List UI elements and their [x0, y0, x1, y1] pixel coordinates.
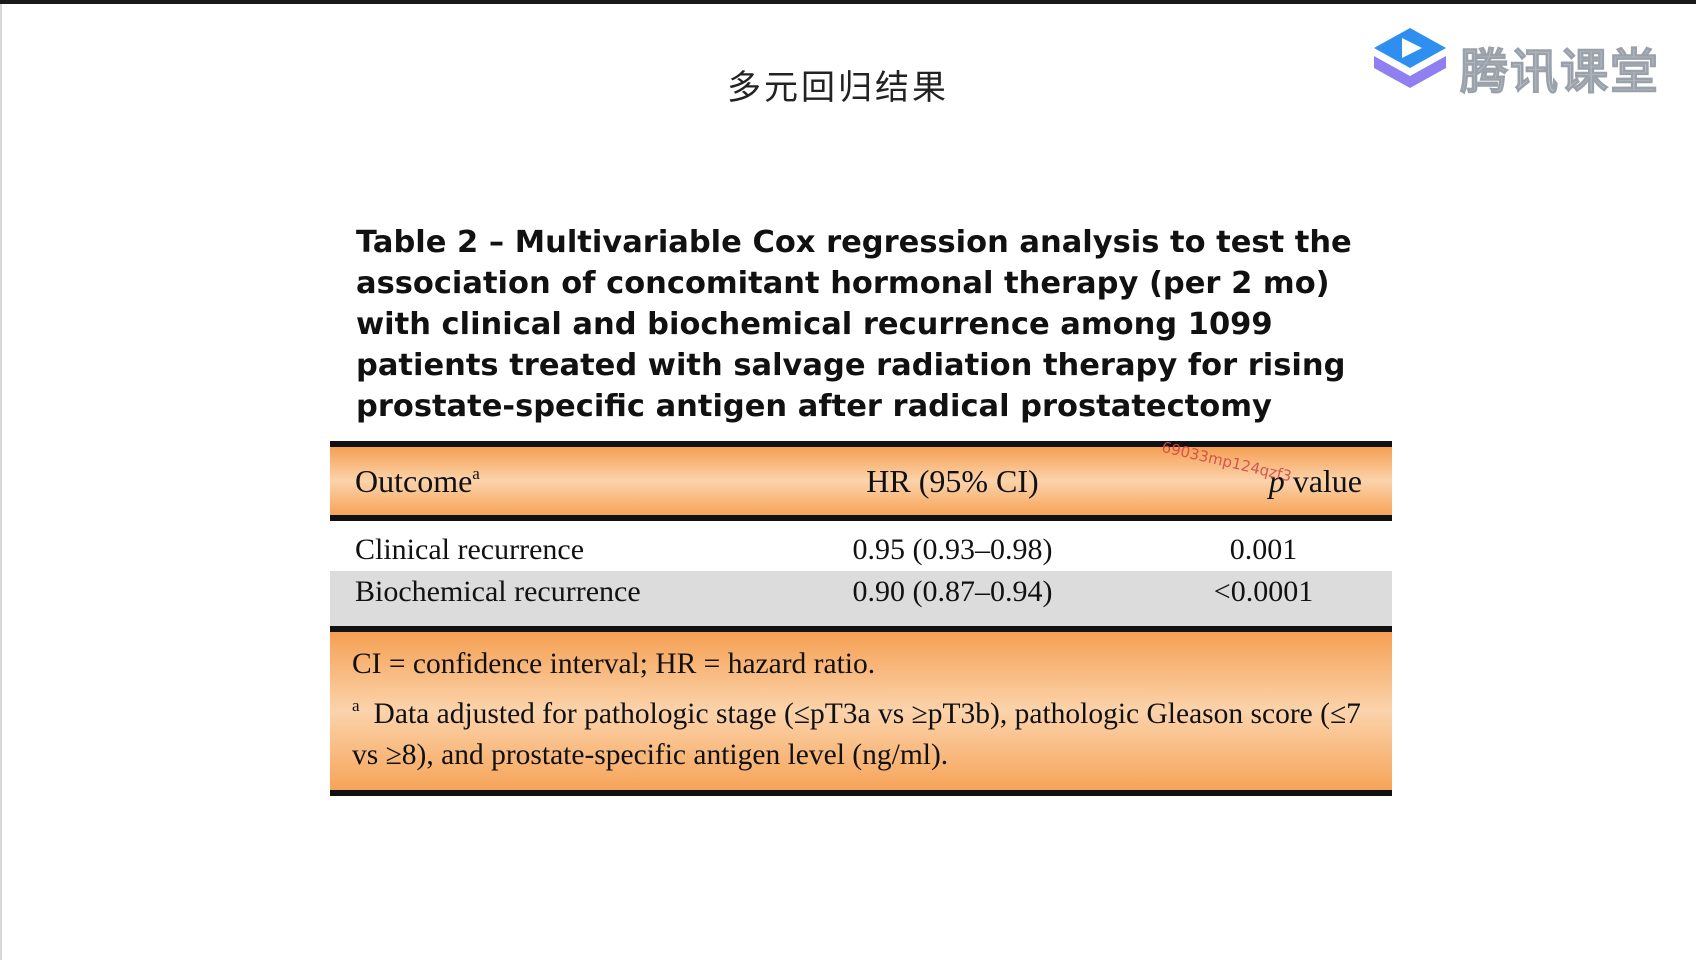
cell-p: <0.0001 [1213, 574, 1314, 608]
cell-hr: 0.90 (0.87–0.94) [852, 574, 1053, 608]
play-cube-icon [1374, 28, 1446, 88]
header-p-value: p value [1268, 462, 1362, 499]
slide-title: 多元回归结果 [727, 68, 949, 108]
header-hr: HR (95% CI) [866, 462, 1039, 499]
top-rule [330, 441, 1392, 447]
table-header-row: Outcomea HR (95% CI) p value [330, 447, 1392, 515]
footnote-abbreviations: CI = confidence interval; HR = hazard ra… [352, 648, 876, 680]
cell-hr: 0.95 (0.93–0.98) [852, 533, 1053, 566]
table-row: Clinical recurrence 0.95 (0.93–0.98) 0.0… [330, 529, 1392, 571]
regression-table: Outcomea HR (95% CI) p value Clinical re… [330, 441, 1392, 796]
logo-text: 腾讯课堂 [1459, 44, 1661, 101]
left-border [0, 4, 2, 960]
bottom-rule [330, 790, 1392, 796]
tencent-classroom-logo: 腾讯课堂 [1370, 26, 1670, 101]
table-row: Biochemical recurrence 0.90 (0.87–0.94) … [330, 571, 1392, 612]
table-footnotes: CI = confidence interval; HR = hazard ra… [330, 632, 1392, 790]
cell-outcome: Clinical recurrence [355, 533, 585, 566]
top-border [0, 0, 1696, 4]
header-rule [330, 515, 1392, 521]
cell-outcome: Biochemical recurrence [355, 574, 641, 608]
header-outcome: Outcomea [355, 462, 480, 499]
cell-p: 0.001 [1229, 533, 1298, 566]
body-rule [330, 626, 1392, 632]
table-caption: Table 2 – Multivariable Cox regression a… [356, 225, 1352, 424]
footnote-adjustment: a Data adjusted for pathologic stage (≤pT… [352, 696, 1361, 771]
